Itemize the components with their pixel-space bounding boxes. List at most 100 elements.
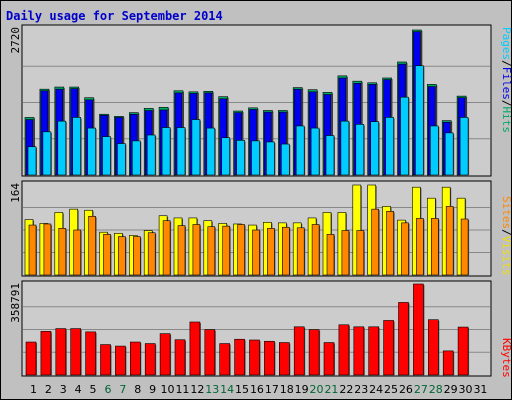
legend-pages: Pages <box>500 27 512 60</box>
legend-hits: Hits <box>500 107 512 134</box>
bar-sites <box>237 224 245 276</box>
bar-sites <box>192 224 201 276</box>
bar-kbytes <box>308 329 320 376</box>
panel3-ymax-label: 358791 <box>9 283 22 323</box>
bar-kbytes <box>130 341 141 376</box>
day-label-4: 4 <box>75 383 82 396</box>
bar-pages <box>280 143 290 176</box>
bar-kbytes <box>264 340 275 376</box>
bar-kbytes <box>457 326 469 376</box>
day-label-21: 21 <box>324 383 338 396</box>
day-label-9: 9 <box>149 383 156 396</box>
day-label-28: 28 <box>429 383 443 396</box>
chart-title: Daily usage for September 2014 <box>6 9 223 23</box>
bar-pages <box>444 132 454 176</box>
bar-pages <box>117 143 126 176</box>
bar-pages <box>355 124 365 176</box>
bar-pages <box>191 119 201 176</box>
bar-sites <box>177 225 186 276</box>
legend-files: Files <box>500 67 512 100</box>
bar-sites <box>371 208 380 276</box>
bar-pages <box>310 127 320 176</box>
bar-sites <box>401 222 409 276</box>
bar-kbytes <box>442 350 454 376</box>
bar-kbytes <box>40 331 52 376</box>
day-label-11: 11 <box>175 383 189 396</box>
bar-kbytes <box>234 338 245 376</box>
bar-pages <box>87 127 96 176</box>
day-label-13: 13 <box>205 383 219 396</box>
bar-sites <box>222 225 230 276</box>
bar-kbytes <box>427 319 439 376</box>
bar-sites <box>267 228 275 276</box>
bar-sites <box>326 234 335 276</box>
bar-kbytes <box>323 342 335 376</box>
bar-sites <box>252 229 260 276</box>
day-label-14: 14 <box>220 383 234 396</box>
bar-sites <box>460 218 469 276</box>
day-label-2: 2 <box>45 383 52 396</box>
day-label-5: 5 <box>90 383 97 396</box>
day-label-16: 16 <box>250 383 264 396</box>
bar-kbytes <box>159 333 171 376</box>
bar-pages <box>206 127 216 176</box>
day-label-10: 10 <box>161 383 175 396</box>
day-label-20: 20 <box>310 383 324 396</box>
bar-marks <box>24 29 470 376</box>
bar-pages <box>251 140 260 176</box>
bar-pages <box>161 127 171 176</box>
bar-kbytes <box>100 344 111 376</box>
day-label-31: 31 <box>473 383 487 396</box>
bar-kbytes <box>249 339 260 376</box>
bar-kbytes <box>144 343 156 376</box>
panel1-ymax-label: 2720 <box>9 27 22 54</box>
bar-sites <box>430 218 439 276</box>
bar-kbytes <box>413 283 424 376</box>
day-label-23: 23 <box>354 383 368 396</box>
day-label-19: 19 <box>295 383 309 396</box>
bar-kbytes <box>189 321 201 376</box>
bar-kbytes <box>85 331 96 376</box>
bar-kbytes <box>338 324 350 376</box>
day-label-17: 17 <box>265 383 279 396</box>
day-label-3: 3 <box>60 383 67 396</box>
bar-sites <box>386 211 394 276</box>
day-label-30: 30 <box>459 383 473 396</box>
bar-sites <box>162 220 171 276</box>
day-label-29: 29 <box>444 383 458 396</box>
bar-sites <box>103 234 111 276</box>
bar-pages <box>57 120 67 176</box>
bar-pages <box>295 125 305 176</box>
bar-sites <box>281 226 290 276</box>
bar-kbytes <box>70 328 81 376</box>
bar-sites <box>416 218 424 276</box>
bar-sites <box>296 227 305 276</box>
bar-kbytes <box>204 329 216 376</box>
bar-pages <box>146 134 156 176</box>
bar-kbytes <box>368 326 380 376</box>
day-label-7: 7 <box>119 383 126 396</box>
day-label-15: 15 <box>235 383 249 396</box>
day-label-24: 24 <box>369 383 383 396</box>
legend-sep: / <box>500 229 512 236</box>
bar-sites <box>43 223 52 276</box>
bar-sites <box>445 206 454 276</box>
bar-pages <box>325 135 335 176</box>
bar-kbytes <box>383 320 394 376</box>
bar-sites <box>58 228 67 276</box>
legend-kbytes: KBytes <box>500 338 512 378</box>
bar-kbytes <box>219 343 230 376</box>
legend-visits: Visits <box>500 236 512 276</box>
day-label-1: 1 <box>30 383 37 396</box>
panel2-ymax-label: 164 <box>9 183 22 203</box>
bar-kbytes <box>278 342 290 376</box>
bar-pages <box>459 117 469 176</box>
bar-kbytes <box>398 302 409 376</box>
day-label-22: 22 <box>339 383 353 396</box>
bar-pages <box>72 117 81 176</box>
bar-pages <box>42 131 52 176</box>
day-label-26: 26 <box>399 383 413 396</box>
bar-kbytes <box>55 328 67 376</box>
bar-pages <box>266 141 275 176</box>
